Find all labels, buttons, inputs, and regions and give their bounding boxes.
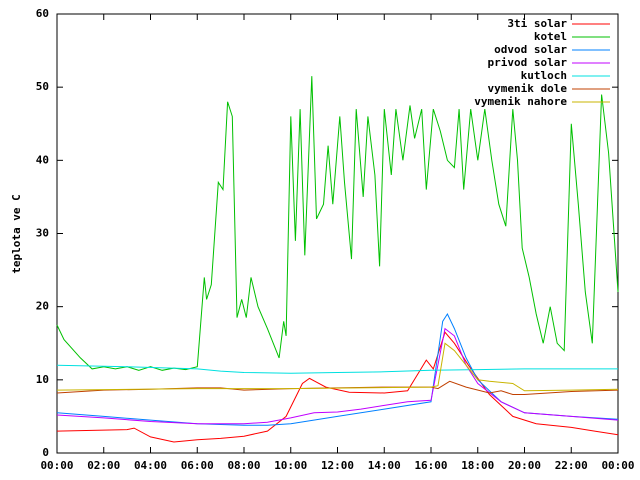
legend-label: kotel <box>534 30 567 43</box>
x-tick-label: 22:00 <box>555 459 588 472</box>
plot-border <box>56 13 619 454</box>
legend-label: kutloch <box>521 69 567 82</box>
legend-label: 3ti solar <box>507 17 567 30</box>
series-line <box>56 364 618 374</box>
legend-label: vymenik nahore <box>474 95 567 108</box>
y-tick-label: 30 <box>36 227 49 240</box>
x-tick-label: 06:00 <box>181 459 214 472</box>
y-tick-label: 50 <box>36 80 49 93</box>
x-tick-label: 10:00 <box>274 459 307 472</box>
x-tick-label: 20:00 <box>508 459 541 472</box>
x-tick-label: 16:00 <box>414 459 447 472</box>
y-tick-label: 40 <box>36 153 49 166</box>
x-tick-label: 14:00 <box>368 459 401 472</box>
legend-label: privod solar <box>488 56 568 69</box>
series-line <box>56 76 619 371</box>
series-line <box>56 342 619 392</box>
legend-label: vymenik dole <box>488 82 568 95</box>
x-tick-label: 04:00 <box>134 459 167 472</box>
y-tick-label: 20 <box>36 300 49 313</box>
series-line <box>56 380 619 395</box>
y-tick-label: 0 <box>42 446 49 459</box>
y-tick-label: 60 <box>36 7 49 20</box>
x-tick-label: 02:00 <box>87 459 120 472</box>
legend-label: odvod solar <box>494 43 567 56</box>
x-tick-label: 00:00 <box>40 459 73 472</box>
series-line <box>56 331 619 443</box>
y-axis-label: teplota ve C <box>10 194 23 273</box>
x-tick-label: 18:00 <box>461 459 494 472</box>
x-tick-label: 00:00 <box>601 459 634 472</box>
series-line <box>56 327 619 425</box>
x-tick-label: 12:00 <box>321 459 354 472</box>
x-tick-label: 08:00 <box>227 459 260 472</box>
y-tick-label: 10 <box>36 373 49 386</box>
